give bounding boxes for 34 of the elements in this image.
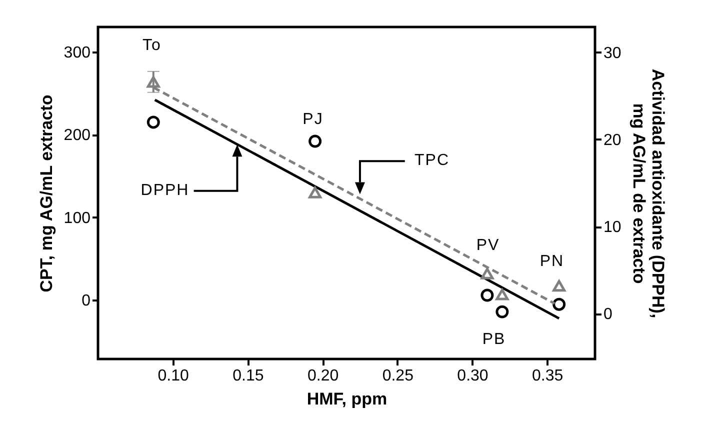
y2-tick-label: 0: [604, 306, 612, 324]
annotation: TPC: [414, 152, 450, 170]
x-tick-label: 0.20: [307, 368, 339, 384]
x-tick-label: 0.35: [532, 368, 564, 384]
y2-tick-label: 10: [604, 219, 622, 236]
point: [308, 186, 322, 198]
x-axis-title: HMF, ppm: [306, 390, 388, 408]
x-tick-label: 0.30: [457, 368, 488, 384]
annotation: PB: [482, 331, 506, 349]
point: [146, 116, 160, 129]
point: [480, 268, 494, 280]
y-tick-label: 100: [64, 210, 91, 227]
point: [496, 288, 509, 300]
x-tick-label: 0.10: [158, 368, 190, 384]
y2-tick-label: 30: [604, 44, 622, 62]
y-axis-title: CPT, mg AG/mL extracto: [36, 94, 56, 292]
annotation: PN: [540, 253, 564, 271]
x-tick-label: 0.25: [382, 368, 414, 384]
point: [146, 76, 160, 88]
y-tick-label: 0: [82, 292, 91, 310]
y-tick-label: 300: [64, 44, 91, 62]
point: [496, 305, 509, 318]
annotation: PV: [476, 237, 500, 255]
annotation: DPPH: [140, 182, 190, 200]
point: [552, 298, 566, 311]
y2-tick-label: 20: [604, 132, 622, 149]
point: [480, 288, 494, 302]
y2-axis-title: Actividad antioxidante (DPPH), mg AG/mL de extracto: [629, 68, 668, 318]
x-tick-label: 0.15: [232, 368, 264, 384]
point: [552, 280, 566, 292]
annotation: PJ: [302, 111, 324, 129]
y-tick-label: 200: [64, 127, 91, 144]
annotation: To: [142, 37, 162, 55]
point: [308, 134, 322, 148]
